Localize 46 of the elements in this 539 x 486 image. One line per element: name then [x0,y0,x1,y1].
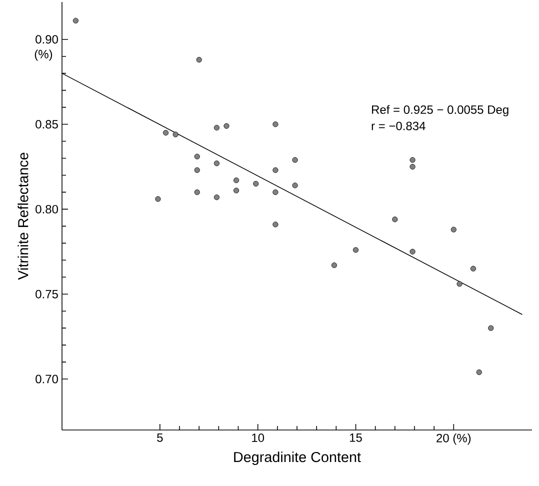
point [72,18,79,24]
y-tick-label: 0.90 [36,35,58,44]
y-tick-label: 0.80 [36,204,58,214]
point [410,164,416,170]
point [194,189,200,196]
point [272,167,278,173]
point [410,248,416,254]
x-tick-label: 5 [157,434,163,442]
point [450,226,456,232]
point [292,182,298,188]
point [194,154,200,160]
point [194,167,200,173]
point [253,180,259,187]
point [272,222,278,228]
annotation: Ref = 0.925 − 0.0055 Deg [372,105,508,116]
y-tick-label: 0.70 [36,374,58,384]
x-tick-label: 10 [252,434,264,442]
point [272,189,278,196]
point [233,188,240,194]
x-axis-title: Degradinite Content [234,452,361,465]
x-tick-label: 15 [350,434,362,442]
point [172,132,178,138]
point [488,325,494,331]
point [456,281,462,287]
point [331,262,338,268]
annotation: r = −0.834 [372,122,426,130]
y-tick-label: 0.75 [36,290,58,298]
point [476,369,482,376]
y-axis-title: Vitrinite Reflectance [18,152,28,280]
point [352,247,359,253]
x-tick-label: 20 (%) [436,434,471,445]
point [233,178,240,184]
point [214,124,220,130]
point [470,266,476,272]
point [224,123,230,129]
point [292,157,298,163]
point [272,121,278,128]
point [162,130,169,136]
point [392,216,398,222]
point [214,194,220,200]
point [196,56,202,63]
point [410,157,416,163]
text: (%) [34,50,52,61]
point [155,196,161,202]
point [214,160,220,166]
y-tick-label: 0.85 [36,120,58,129]
